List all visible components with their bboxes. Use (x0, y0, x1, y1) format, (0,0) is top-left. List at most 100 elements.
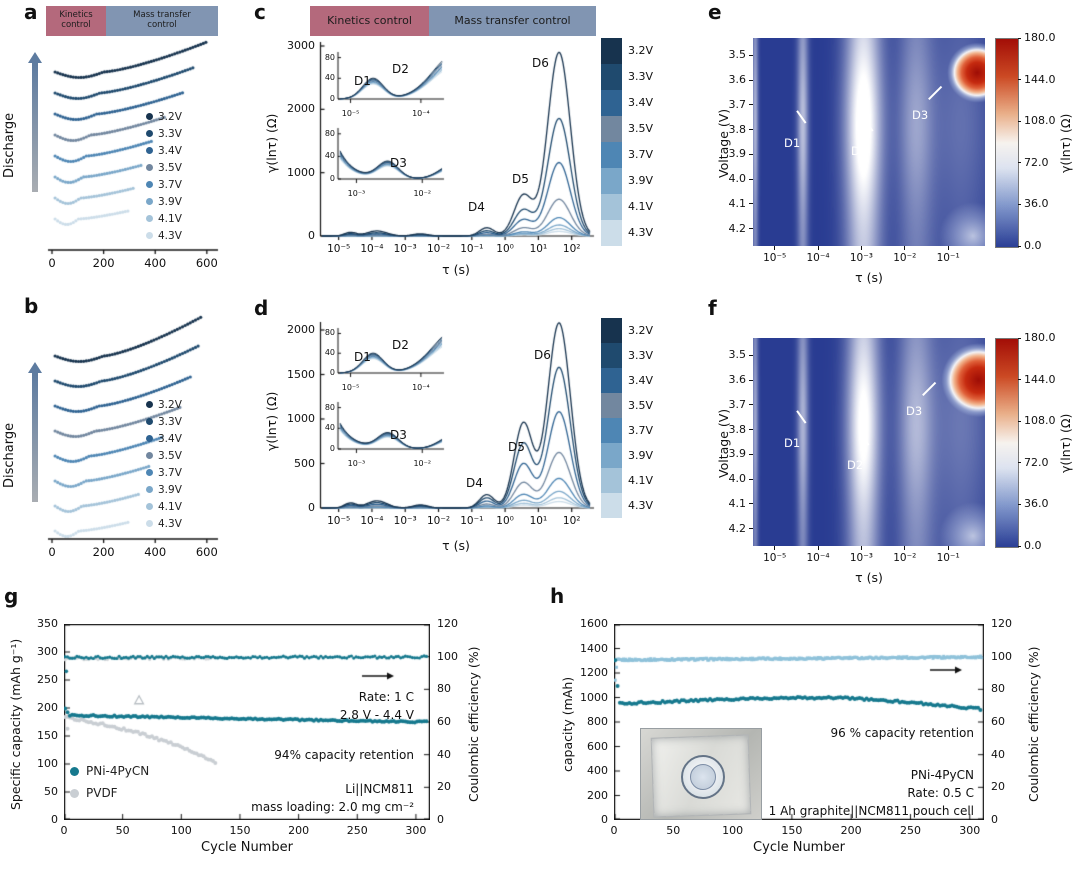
tick-label: 3.6 (728, 73, 747, 87)
tick-label: 4.0 (728, 472, 747, 486)
tick-label: 80 (437, 682, 451, 696)
colorbar (995, 338, 1019, 548)
tick-label: 0 (610, 824, 618, 837)
annotation-d3: D3 (912, 108, 929, 122)
legend-item: 3.5V (146, 447, 182, 464)
panel-letter: e (708, 0, 722, 24)
tick-label: 4.1 (728, 496, 747, 510)
panel-b: b Discharge 3.2V 3.3V 3.4V 3.5V 3.7V 3.9V 4.1V… (0, 292, 240, 584)
tick-label: 300 (37, 645, 58, 658)
tick-label: 10⁻¹ (936, 252, 960, 264)
tick-label: 600 (195, 545, 218, 559)
annotation-d3: D3 (906, 404, 923, 418)
legend-marker (146, 130, 153, 137)
x-axis-label: τ (s) (855, 570, 883, 585)
colorbar-tick: 36.0 (1024, 197, 1049, 211)
tick-label: 0 (437, 813, 444, 826)
annotation-d1: D1 (784, 436, 801, 450)
y-axis-label: γ(lnτ) (Ω) (264, 391, 279, 451)
colorbar-label: 4.3V (628, 498, 654, 512)
tick-label: 10⁻³ (849, 252, 873, 264)
colorbar-swatch (601, 318, 622, 343)
annotation-d2: D2 (392, 62, 409, 76)
tick-mark (749, 129, 753, 131)
panel-letter: b (24, 294, 39, 318)
panel-f: f Voltage (V) γ(lnτ) (Ω) D1 D2 D3 τ (s) … (660, 292, 1080, 585)
colorbar-tick: 72.0 (1024, 155, 1049, 169)
tick-mark (860, 246, 862, 250)
tick-label: 10² (562, 515, 581, 527)
tick-mark (749, 429, 753, 431)
legend-item: 3.7V (146, 176, 182, 193)
colorbar-swatch (601, 168, 622, 194)
colorbar-label: 3.5V (628, 398, 654, 412)
annotation-binder: PNi-4PyCN (910, 768, 974, 782)
legend-marker (146, 435, 153, 442)
annotation-cell-type: 1 Ah graphite||NCM811 pouch cell (768, 804, 974, 818)
annotation-d5: D5 (512, 172, 529, 186)
legend-marker (70, 766, 79, 776)
tick-label: 3.7 (728, 97, 747, 111)
tick-label: 100 (722, 824, 744, 837)
tick-label: 3.9 (728, 447, 747, 461)
legend-label: PNi-4PyCN (86, 764, 150, 778)
colorbar-swatch (601, 194, 622, 220)
drt-heatmap (753, 338, 985, 546)
legend-marker (146, 401, 153, 408)
tick-label: 10⁻³ (849, 552, 873, 564)
arrow-head-icon (27, 52, 42, 63)
legend-label: 3.4V (158, 432, 182, 445)
tick-mark (1018, 545, 1021, 547)
panel-e: e Voltage (V) γ(lnτ) (Ω) D1 D2 D3 τ (s) … (660, 0, 1080, 292)
tick-label: 100 (991, 649, 1012, 663)
colorbar-label: 3.2V (628, 44, 654, 57)
tick-label: 600 (195, 256, 218, 270)
colorbar-tick: 144.0 (1024, 72, 1056, 86)
tick-label: 3.5 (728, 348, 747, 362)
tick-label: 10⁻⁵ (341, 109, 360, 118)
x-axis-label: Cycle Number (753, 840, 845, 855)
tick-label: 2000 (287, 102, 315, 116)
discharge-arrow (27, 52, 42, 192)
annotation-d6: D6 (532, 56, 549, 70)
tick-mark (1018, 379, 1021, 381)
pouch-logo-stamp (681, 755, 725, 799)
pouch-cell-photo (640, 728, 762, 820)
legend: PNi-4PyCN PVDF (70, 760, 149, 804)
tick-label: 3.5 (728, 48, 747, 62)
colorbar-label: 3.3V (628, 70, 654, 83)
legend-marker (146, 147, 153, 154)
colorbar-label: 3.9V (628, 448, 654, 462)
legend-marker (146, 232, 153, 239)
annotation-d1: D1 (354, 74, 371, 88)
tick-label: 100 (437, 649, 458, 663)
colorbar-label: γ(lnτ) (Ω) (1058, 413, 1073, 473)
tick-label: 200 (92, 545, 115, 559)
tick-mark (860, 546, 862, 550)
tick-mark (749, 104, 753, 106)
legend-label: PVDF (86, 786, 118, 800)
stamp-inner-ring (690, 764, 716, 790)
header-kinetics-control: Kinetics control (46, 6, 106, 36)
tick-label: 4.0 (728, 172, 747, 186)
tick-label: 20 (437, 780, 451, 794)
annotation-d6: D6 (534, 348, 551, 362)
tick-label: 50 (115, 824, 130, 837)
tick-label: 1400 (580, 641, 608, 655)
legend-marker (146, 520, 153, 527)
tick-label: 10¹ (529, 515, 548, 527)
tick-label: 60 (991, 715, 1005, 728)
legend-item: 4.3V (146, 227, 182, 244)
annotation-retention: 96 % capacity retention (830, 726, 974, 740)
tick-label: 4.2 (728, 221, 747, 235)
tick-label: 10² (562, 243, 581, 255)
legend-label: 3.9V (158, 195, 182, 208)
panel-letter: d (254, 296, 269, 320)
colorbar-label: 3.9V (628, 174, 654, 187)
legend-label: 4.1V (158, 500, 182, 513)
voltage-legend: 3.2V 3.3V 3.4V 3.5V 3.7V 3.9V 4.1V 4.3V (146, 396, 182, 532)
header-mass-transfer-control: Mass transfer control (429, 6, 596, 36)
legend-marker (146, 418, 153, 425)
tick-label: 150 (37, 729, 58, 742)
y-axis-label: Discharge (2, 422, 17, 488)
